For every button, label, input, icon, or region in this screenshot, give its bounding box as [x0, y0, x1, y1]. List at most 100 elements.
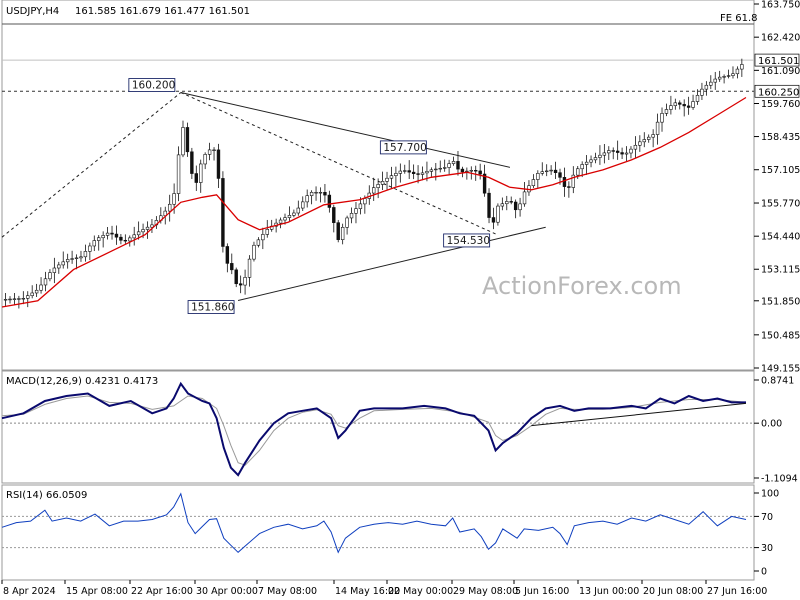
candle-body [505, 201, 509, 205]
candle-body [567, 186, 571, 188]
candle-body [83, 251, 88, 258]
time-axis: 8 Apr 2024 15 Apr 08:00 22 Apr 16:00 30 Apr… [1, 580, 767, 597]
candle-body [212, 149, 216, 151]
support-level-tag [754, 84, 800, 98]
candle-body [167, 203, 172, 212]
candle-body [398, 170, 403, 174]
rsi-plot: 100 70 30 0 [1, 489, 779, 578]
candle-body [145, 226, 150, 230]
candle-body [633, 144, 638, 150]
price-tick-label: 155.770 [761, 199, 800, 210]
macd-tick-label: 0.00 [761, 419, 782, 430]
candle-body [110, 232, 114, 235]
macd-panel-label: MACD(12,26,9) 0.4231 0.4173 [6, 376, 158, 387]
trendline [237, 226, 546, 302]
candle-body [642, 139, 646, 143]
candle-body [363, 198, 367, 205]
candle-body [238, 283, 243, 286]
candle-body [221, 178, 225, 247]
candle-body [638, 141, 642, 146]
candle-body [61, 261, 65, 266]
candle-body [141, 229, 145, 233]
candle-body [686, 105, 691, 108]
watermark-text: ActionForex.com [482, 272, 682, 300]
candle-body [544, 170, 549, 173]
candle-body [216, 149, 221, 179]
candle-body [3, 299, 8, 301]
macd-tick-label: -1.1094 [761, 474, 798, 485]
rsi-panel-frame [1, 484, 755, 581]
price-tick-label: 158.435 [761, 132, 800, 143]
candle-body [482, 173, 487, 194]
macd-tick-label: 0.8741 [761, 376, 794, 387]
support-level-value: 160.250 [758, 87, 799, 98]
time-tick-label: 7 May 08:00 [258, 586, 317, 597]
candle-body [456, 161, 460, 170]
time-tick-label: 20 Jun 08:00 [643, 586, 703, 597]
price-annotations: 160.200 151.860 157.700 154.530 [128, 78, 491, 314]
candle-body [562, 177, 567, 187]
candle-body [136, 231, 141, 236]
candle-body [243, 277, 247, 286]
candle-body [518, 203, 522, 211]
candle-body [252, 244, 256, 260]
candle-body [416, 173, 420, 175]
candle-body [39, 284, 43, 291]
candle-body [593, 157, 598, 161]
rsi-tick-label: 70 [761, 512, 773, 523]
candle-body [740, 64, 744, 70]
candle-body [65, 259, 70, 263]
candle-body [540, 171, 544, 174]
candle-body [88, 245, 92, 252]
price-candles [3, 58, 744, 309]
candle-body [571, 174, 576, 188]
candle-body [447, 163, 451, 168]
candle-body [17, 298, 21, 300]
candle-body [678, 102, 682, 105]
candle-body [647, 136, 651, 140]
price-annotation-label: 154.530 [447, 235, 490, 247]
candle-body [602, 152, 607, 156]
price-annotation-box [187, 300, 235, 314]
candle-body [203, 154, 207, 165]
candle-body [97, 237, 101, 241]
last-price-tag [754, 53, 800, 67]
candle-body [48, 272, 52, 280]
candle-body [172, 193, 176, 205]
price-annotation-box [128, 78, 176, 92]
candle-body [309, 191, 314, 196]
candle-body [292, 212, 296, 216]
candle-body [660, 113, 664, 123]
candle-body [256, 239, 261, 246]
price-axis-ticks: 163.750 162.420 161.090 159.760 158.435 157.1… [754, 0, 800, 375]
candle-body [26, 295, 30, 299]
candle-body [522, 191, 527, 205]
candle-body [296, 207, 301, 214]
fe-level-label: FE 61.8 [720, 13, 758, 24]
candle-body [394, 173, 398, 176]
candle-body [92, 240, 96, 247]
candle-body [620, 152, 624, 155]
candle-body [185, 127, 190, 153]
rsi-tick-label: 30 [761, 543, 773, 554]
candle-body [265, 229, 269, 235]
candle-body [74, 257, 79, 259]
time-tick-label: 27 Jun 16:00 [707, 586, 767, 597]
price-tick-label: 159.760 [761, 99, 800, 110]
candle-body [119, 236, 123, 241]
candle-body [43, 278, 48, 286]
macd-plot: 0.8741 0.00 -1.1094 [1, 376, 798, 485]
candle-body [305, 195, 309, 203]
macd-main-line [1, 381, 746, 477]
symbol-label: USDJPY,H4 [6, 6, 59, 17]
candle-body [717, 76, 722, 80]
moving-average [1, 96, 747, 308]
candle-body [340, 227, 345, 240]
candle-body [8, 298, 12, 301]
candle-body [332, 207, 336, 223]
candle-body [128, 237, 132, 242]
candle-body [478, 170, 482, 175]
candle-body [549, 169, 553, 172]
macd-trendline [531, 402, 747, 427]
price-annotation-label: 151.860 [191, 302, 234, 314]
